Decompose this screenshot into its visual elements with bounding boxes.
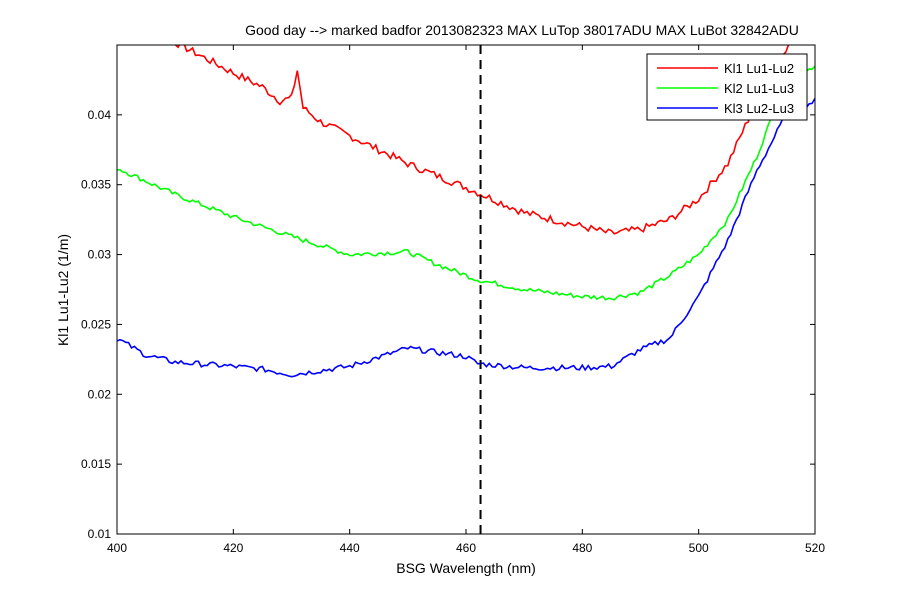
y-tick-label: 0.03	[88, 248, 112, 262]
y-tick-label: 0.015	[81, 457, 111, 471]
y-tick-label: 0.035	[81, 178, 111, 192]
x-tick-label: 420	[223, 541, 243, 555]
y-tick-label: 0.025	[81, 317, 111, 331]
x-tick-label: 500	[689, 541, 709, 555]
legend: Kl1 Lu1-Lu2 Kl2 Lu1-Lu3 Kl3 Lu2-Lu3	[646, 53, 808, 121]
legend-box	[646, 53, 808, 121]
x-tick-label: 440	[340, 541, 360, 555]
series-layer	[117, 45, 815, 378]
x-tick-label: 400	[107, 541, 127, 555]
x-ticks: 400 420 440 460 480 500 520	[107, 45, 825, 555]
legend-label: Kl1 Lu1-Lu2	[724, 61, 794, 76]
legend-label: Kl3 Lu2-Lu3	[724, 101, 794, 116]
series-line-3	[117, 97, 815, 378]
plot-area	[117, 45, 815, 534]
y-axis-label: Kl1 Lu1-Lu2 (1/m)	[55, 234, 71, 346]
y-tick-label: 0.01	[88, 527, 112, 541]
y-ticks: 0.01 0.015 0.02 0.025 0.03 0.035 0.04	[81, 108, 815, 541]
chart-title: Good day --> marked badfor 2013082323 MA…	[245, 22, 799, 38]
x-tick-label: 520	[805, 541, 825, 555]
series-line-1	[174, 45, 790, 235]
y-tick-label: 0.04	[88, 108, 112, 122]
x-axis-label: BSG Wavelength (nm)	[396, 560, 536, 576]
y-tick-label: 0.02	[88, 387, 112, 401]
series-line-2	[117, 65, 815, 301]
x-tick-label: 480	[572, 541, 592, 555]
x-tick-label: 460	[456, 541, 476, 555]
legend-label: Kl2 Lu1-Lu3	[724, 81, 794, 96]
